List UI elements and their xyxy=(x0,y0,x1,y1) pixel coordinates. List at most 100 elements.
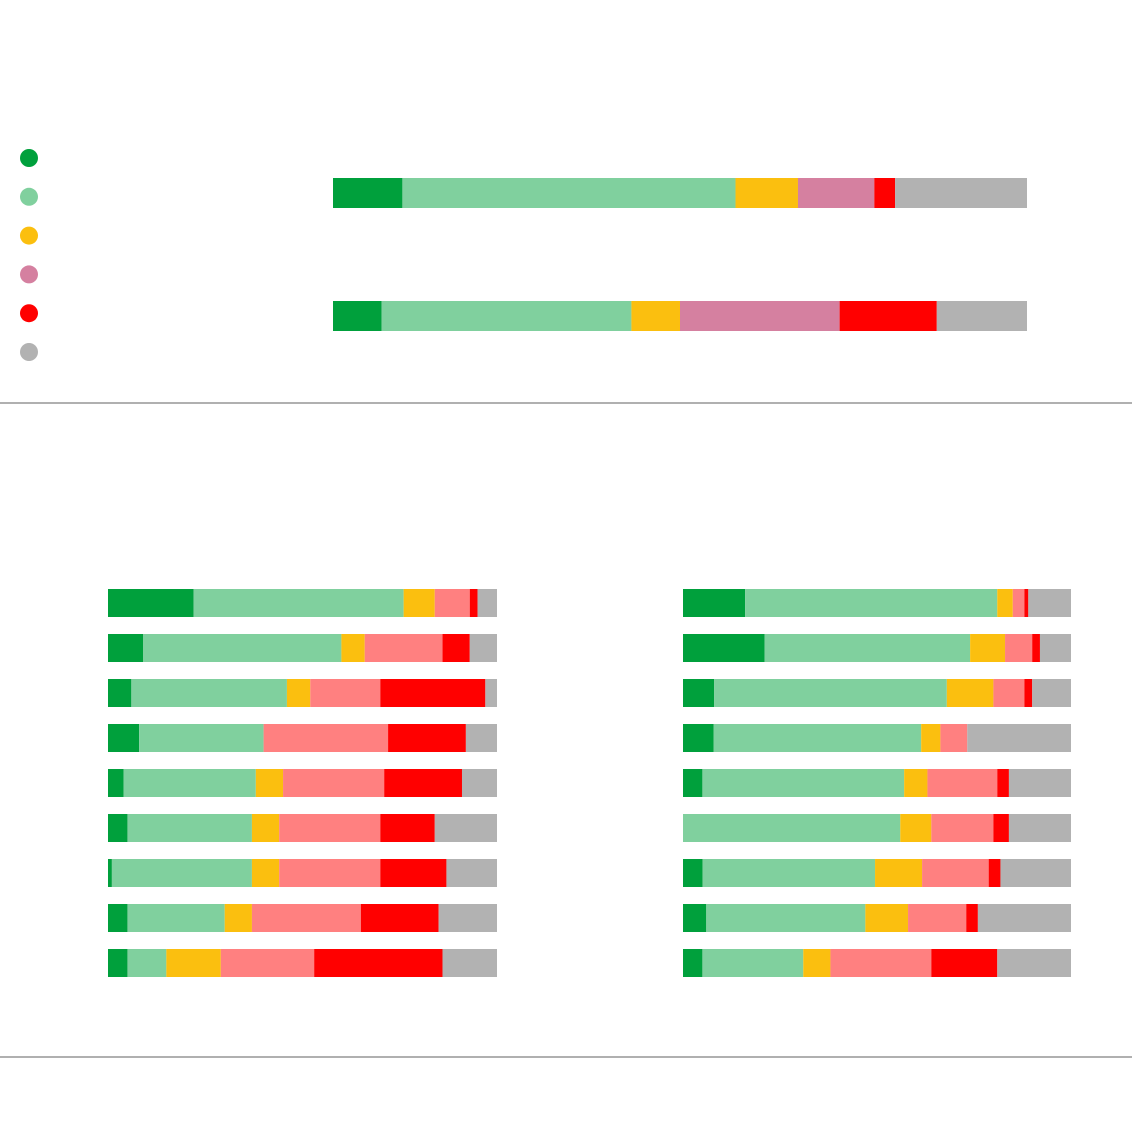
bar-segment xyxy=(131,679,287,707)
bar-segment xyxy=(683,589,746,617)
bar-segment xyxy=(908,904,967,932)
bar-segment xyxy=(108,949,128,977)
bar-segment xyxy=(465,724,497,752)
bar-segment xyxy=(469,589,478,617)
bar-segment xyxy=(997,949,1071,977)
bar-segment xyxy=(360,904,439,932)
bar-segment xyxy=(1028,589,1071,617)
bar-segment xyxy=(714,679,947,707)
bar-segment xyxy=(1024,589,1029,617)
bar-segment xyxy=(745,589,998,617)
bar-segment xyxy=(477,589,497,617)
bar-segment xyxy=(286,679,311,707)
bar-segment xyxy=(839,301,937,331)
bar-segment xyxy=(680,301,840,331)
bar-segment xyxy=(797,178,875,208)
bar-segment xyxy=(967,724,1071,752)
bar-segment xyxy=(108,634,144,662)
bar-segment xyxy=(108,904,128,932)
bar-segment xyxy=(977,904,1071,932)
bar-segment xyxy=(384,769,462,797)
bar-segment xyxy=(764,634,971,662)
bar-segment xyxy=(702,769,905,797)
bar-segment xyxy=(251,859,280,887)
bar-segment xyxy=(220,949,315,977)
green-dot-icon xyxy=(20,149,38,167)
bar-segment xyxy=(997,589,1013,617)
bar-segment xyxy=(108,724,140,752)
bar-segment xyxy=(314,949,443,977)
bar-segment xyxy=(108,679,132,707)
top-stacked-bar-chart xyxy=(333,178,1027,331)
bar-segment xyxy=(193,589,404,617)
bar-segment xyxy=(993,814,1009,842)
bar-segment xyxy=(1032,679,1071,707)
legend xyxy=(20,149,38,361)
left-stacked-bar-chart xyxy=(108,589,497,977)
bar-segment xyxy=(380,679,486,707)
bar-segment xyxy=(108,589,194,617)
bar-segment xyxy=(1008,769,1071,797)
bar-segment xyxy=(279,814,381,842)
bar-segment xyxy=(279,859,381,887)
light-green-dot-icon xyxy=(20,187,38,206)
bar-segment xyxy=(921,724,941,752)
bar-segment xyxy=(341,634,365,662)
bar-segment xyxy=(1012,589,1025,617)
bar-segment xyxy=(255,769,284,797)
bar-segment xyxy=(139,724,264,752)
bar-segment xyxy=(683,814,901,842)
right-stacked-bar-chart xyxy=(683,589,1071,977)
bar-segment xyxy=(438,904,497,932)
bar-segment xyxy=(333,178,403,208)
bar-segment xyxy=(402,178,736,208)
bar-segment xyxy=(108,814,128,842)
bar-segment xyxy=(111,859,252,887)
bar-segment xyxy=(702,949,804,977)
pink-dot-icon xyxy=(20,265,38,284)
bar-segment xyxy=(970,634,1006,662)
bar-segment xyxy=(446,859,497,887)
bar-segment xyxy=(865,904,909,932)
bar-segment xyxy=(713,724,922,752)
bar-segment xyxy=(224,904,252,932)
bar-segment xyxy=(380,814,435,842)
grey-dot-icon xyxy=(20,343,38,361)
bar-segment xyxy=(735,178,798,208)
bar-segment xyxy=(946,679,994,707)
bar-segment xyxy=(485,679,497,707)
bar-segment xyxy=(904,769,928,797)
bar-segment xyxy=(940,724,968,752)
bar-segment xyxy=(127,904,225,932)
bar-segment xyxy=(123,769,256,797)
bar-segment xyxy=(683,724,714,752)
bar-segment xyxy=(1005,634,1033,662)
bar-segment xyxy=(900,814,932,842)
bar-segment xyxy=(927,769,998,797)
bar-segment xyxy=(127,814,252,842)
bar-segment xyxy=(283,769,385,797)
bar-segment xyxy=(706,904,866,932)
bar-segment xyxy=(997,769,1009,797)
bar-segment xyxy=(683,949,703,977)
bar-segment xyxy=(461,769,497,797)
bar-segment xyxy=(143,634,342,662)
bar-segment xyxy=(127,949,167,977)
bar-segment xyxy=(988,859,1001,887)
bar-segment xyxy=(251,904,361,932)
bar-segment xyxy=(1039,634,1071,662)
bar-segment xyxy=(931,814,994,842)
bar-segment xyxy=(263,724,389,752)
bar-segment xyxy=(1024,679,1033,707)
bar-segment xyxy=(388,724,466,752)
bar-segment xyxy=(310,679,381,707)
bar-segment xyxy=(442,949,497,977)
bar-segment xyxy=(875,859,923,887)
yellow-dot-icon xyxy=(20,226,38,245)
bar-segment xyxy=(333,301,382,331)
bar-segment xyxy=(108,769,124,797)
bar-segment xyxy=(1008,814,1071,842)
bar-segment xyxy=(631,301,680,331)
bar-segment xyxy=(442,634,470,662)
